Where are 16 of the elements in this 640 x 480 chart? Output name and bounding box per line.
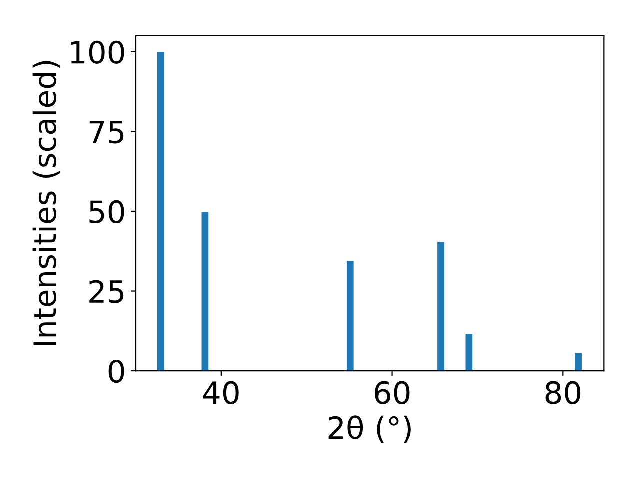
x-tick-label: 40 (203, 381, 239, 404)
y-tick-label: 25 (90, 280, 124, 304)
bar (438, 242, 444, 372)
bar (347, 260, 354, 372)
x-axis-title: 2θ (°) (328, 416, 411, 444)
x-tick-label: 80 (546, 381, 581, 404)
y-tick-label: 100 (71, 40, 124, 64)
bar (575, 353, 582, 372)
bar (157, 52, 164, 372)
y-tick-label: 0 (108, 360, 124, 384)
y-tick-label: 75 (90, 121, 124, 144)
y-axis-title: Intensities (scaled) (32, 61, 60, 346)
y-tick-label: 50 (90, 200, 124, 224)
x-tick-label: 60 (374, 381, 410, 404)
bar (466, 334, 473, 372)
bar (202, 212, 209, 372)
